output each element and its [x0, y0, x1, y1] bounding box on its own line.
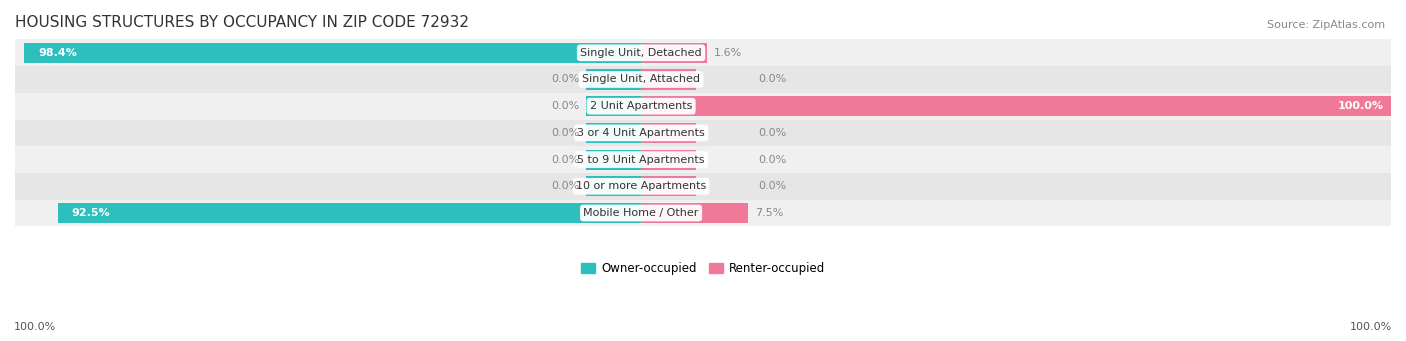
Bar	[641, 96, 696, 116]
Bar	[586, 150, 641, 169]
Legend: Owner-occupied, Renter-occupied: Owner-occupied, Renter-occupied	[581, 262, 825, 275]
Text: 92.5%: 92.5%	[72, 208, 110, 218]
Text: 3 or 4 Unit Apartments: 3 or 4 Unit Apartments	[578, 128, 704, 138]
Text: 0.0%: 0.0%	[551, 154, 579, 165]
Bar	[586, 176, 641, 196]
Bar	[586, 123, 641, 143]
Text: 100.0%: 100.0%	[14, 322, 56, 332]
Text: Single Unit, Detached: Single Unit, Detached	[581, 48, 702, 58]
Bar	[15, 200, 1391, 226]
Text: HOUSING STRUCTURES BY OCCUPANCY IN ZIP CODE 72932: HOUSING STRUCTURES BY OCCUPANCY IN ZIP C…	[15, 15, 470, 30]
Bar	[24, 43, 586, 63]
Bar	[696, 203, 748, 223]
Bar	[641, 150, 696, 169]
Bar	[641, 123, 696, 143]
Text: Mobile Home / Other: Mobile Home / Other	[583, 208, 699, 218]
Bar	[586, 70, 641, 89]
Text: 0.0%: 0.0%	[551, 128, 579, 138]
Bar	[586, 203, 641, 223]
Bar	[15, 146, 1391, 173]
Bar	[696, 43, 707, 63]
Bar	[586, 43, 641, 63]
Bar	[15, 120, 1391, 146]
Text: 0.0%: 0.0%	[551, 181, 579, 191]
Bar	[696, 96, 1391, 116]
Text: 10 or more Apartments: 10 or more Apartments	[576, 181, 706, 191]
Text: 100.0%: 100.0%	[1350, 322, 1392, 332]
Text: 0.0%: 0.0%	[758, 74, 786, 85]
Text: 0.0%: 0.0%	[551, 101, 579, 111]
Text: 5 to 9 Unit Apartments: 5 to 9 Unit Apartments	[578, 154, 704, 165]
Bar	[15, 93, 1391, 120]
Text: 100.0%: 100.0%	[1339, 101, 1384, 111]
Bar	[58, 203, 586, 223]
Text: 1.6%: 1.6%	[714, 48, 742, 58]
Bar	[641, 70, 696, 89]
Bar	[15, 40, 1391, 66]
Text: 2 Unit Apartments: 2 Unit Apartments	[591, 101, 692, 111]
Text: 0.0%: 0.0%	[758, 181, 786, 191]
Bar	[15, 66, 1391, 93]
Text: 0.0%: 0.0%	[758, 154, 786, 165]
Text: 0.0%: 0.0%	[551, 74, 579, 85]
Bar	[641, 203, 696, 223]
Bar	[641, 43, 696, 63]
Text: Single Unit, Attached: Single Unit, Attached	[582, 74, 700, 85]
Bar	[641, 176, 696, 196]
Bar	[15, 173, 1391, 200]
Text: Source: ZipAtlas.com: Source: ZipAtlas.com	[1267, 20, 1385, 30]
Bar	[586, 96, 641, 116]
Text: 7.5%: 7.5%	[755, 208, 783, 218]
Text: 0.0%: 0.0%	[758, 128, 786, 138]
Text: 98.4%: 98.4%	[38, 48, 77, 58]
